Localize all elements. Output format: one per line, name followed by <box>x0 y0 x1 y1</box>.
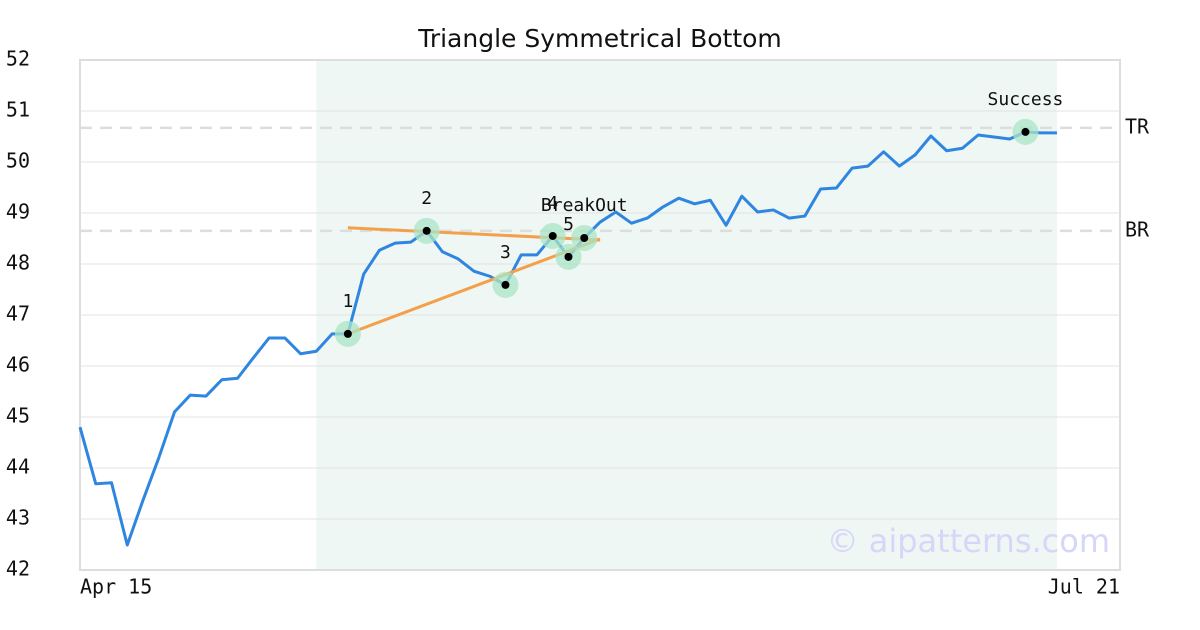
y-tick-label: 45 <box>6 404 30 428</box>
y-tick-label: 44 <box>6 455 30 479</box>
point-label: 3 <box>500 242 511 263</box>
point-dot <box>1021 127 1030 136</box>
watermark: © aipatterns.com <box>827 522 1110 560</box>
point-label: Success <box>988 89 1064 110</box>
point-dot <box>564 252 573 261</box>
point-dot <box>580 233 589 242</box>
y-tick-label: 49 <box>6 200 30 224</box>
point-dot <box>343 329 352 338</box>
point-label: 1 <box>342 291 353 312</box>
chart-title: Triangle Symmetrical Bottom <box>417 24 782 53</box>
y-tick-label: 43 <box>6 506 30 530</box>
y-tick-label: 48 <box>6 251 30 275</box>
point-label: 2 <box>421 188 432 209</box>
point-dot <box>501 280 510 289</box>
level-label: BR <box>1125 217 1150 241</box>
point-dot <box>422 226 431 235</box>
plot-border <box>79 59 1121 571</box>
x-tick-label: Apr 15 <box>80 575 152 599</box>
point-label: 4 <box>547 193 558 214</box>
point-label: BreakOut <box>541 195 628 216</box>
y-tick-label: 47 <box>6 302 30 326</box>
y-tick-label: 51 <box>6 98 30 122</box>
y-tick-label: 46 <box>6 353 30 377</box>
x-tick-label: Jul 21 <box>1048 575 1120 599</box>
y-tick-label: 42 <box>6 557 30 581</box>
point-label: 5 <box>563 214 574 235</box>
point-dot <box>548 231 557 240</box>
level-label: TR <box>1125 114 1150 138</box>
y-tick-label: 52 <box>6 47 30 71</box>
y-tick-label: 50 <box>6 149 30 173</box>
